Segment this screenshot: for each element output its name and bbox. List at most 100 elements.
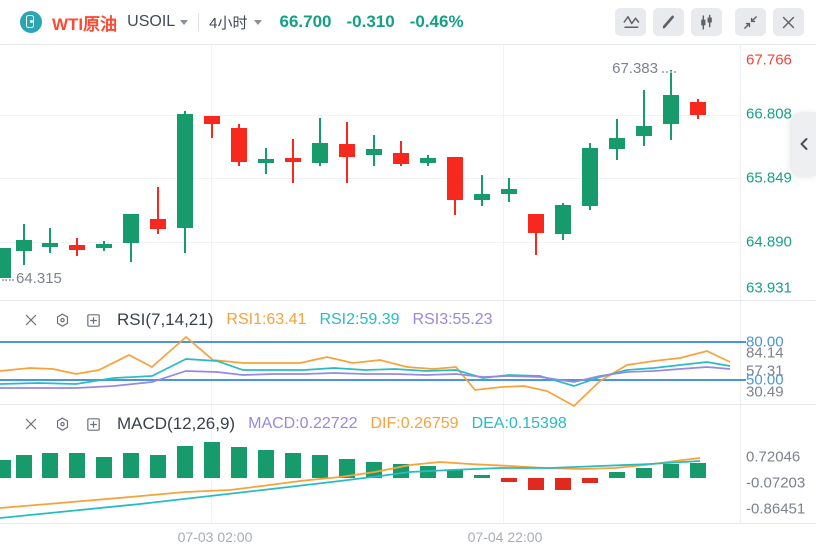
price-scale-label: 67.766 [746,51,792,69]
candle-body [366,149,382,155]
candle-body [339,144,355,157]
chevron-down-icon [253,20,262,29]
candle-wick [211,116,213,138]
dif-value: DIF:0.26759 [370,415,459,432]
settings-icon [56,312,68,327]
macd-bar [42,453,58,478]
macd-bar [501,478,517,482]
candle-body [609,138,625,149]
gridline [503,45,504,523]
candle-wick [481,175,483,206]
pane-separator[interactable] [0,404,816,405]
candle-body [258,159,274,163]
candle-body [123,214,139,243]
price-scale-collapse-tab[interactable] [792,112,816,176]
rsi-remove-button[interactable] [22,311,40,329]
rsi-threshold-line [0,341,746,343]
dea-value: DEA:0.15398 [471,415,567,432]
settings-icon [56,416,68,431]
toolbar-buttons [615,8,804,36]
candle-body [501,189,517,194]
gridline [0,115,740,116]
macd-bar [16,455,32,478]
macd-bar [123,453,139,478]
macd-bar [690,463,706,478]
indicator-icon [623,16,639,28]
rsi2-value: RSI2:59.39 [319,311,400,328]
close-icon [782,16,795,28]
rsi3-value: RSI3:55.23 [412,311,493,328]
candle-body [528,214,544,233]
indicator-button[interactable] [615,8,646,36]
rsi-title: RSI(7,14,21) [117,310,214,329]
candle-body [42,243,58,247]
candle-body [204,116,220,124]
macd-pane-header: MACD(12,26,9) MACD:0.22722 DIF:0.26759 D… [22,408,567,440]
candle-wick [49,228,51,253]
close-icon [25,418,37,430]
macd-bar [663,464,679,478]
macd-bar [231,447,247,478]
candle-body [150,219,166,229]
macd-add-button[interactable] [84,415,102,433]
chart-style-button[interactable] [691,8,722,36]
macd-bar [366,462,382,478]
symbol-selector[interactable]: USOIL [127,13,189,31]
rsi-settings-button[interactable] [53,311,71,329]
candle-body [16,240,32,251]
rsi-scale-label: 84.14 [746,344,784,362]
price-change: -0.310 [346,12,395,31]
candle-body [447,157,463,200]
rsi2-line [0,358,731,387]
app-logo-icon [20,11,42,33]
macd-bar [204,442,220,478]
macd-bar [69,453,85,478]
rsi-threshold-line [0,379,746,381]
macd-bar [339,459,355,478]
macd-bar [150,455,166,478]
macd-bar [609,472,625,478]
collapse-icon [744,15,757,29]
rsi-scale-label: 30.49 [746,383,784,401]
timeframe-selector[interactable]: 4小时 [209,12,262,33]
macd-bar [312,455,328,478]
price-scale-divider [740,45,741,523]
rsi-scale-label: 57.31 [746,362,784,380]
candle-body [285,158,301,162]
annotation-dots [662,71,676,73]
close-icon [25,314,37,326]
high-price-annotation: 67.383 [612,60,658,77]
candle-body [582,148,598,206]
axis-separator [0,523,816,524]
candle-wick [643,90,645,146]
low-price-annotation: 64.315 [16,270,62,287]
macd-value: MACD:0.22722 [248,415,358,432]
candle-wick [157,187,159,234]
quote: 66.700 -0.310 -0.46% [280,12,464,32]
rsi-add-button[interactable] [84,311,102,329]
macd-bar [636,468,652,478]
macd-bar [96,457,112,478]
candle-body [555,205,571,234]
pane-separator[interactable] [0,300,816,301]
candle-wick [535,214,537,255]
price-scale-label: 63.931 [746,279,792,297]
rsi1-value: RSI1:63.41 [226,311,307,328]
macd-remove-button[interactable] [22,415,40,433]
candle-body [231,128,247,162]
candle-body [0,248,11,278]
chevron-down-icon [180,20,189,29]
macd-settings-button[interactable] [53,415,71,433]
candle-body [96,244,112,248]
minimize-button[interactable] [735,8,766,36]
price-scale-label: 66.808 [746,105,792,123]
close-chart-button[interactable] [773,8,804,36]
add-icon [86,417,100,431]
symbol-name: WTI原油 [52,14,118,34]
rsi-pane-header: RSI(7,14,21) RSI1:63.41 RSI2:59.39 RSI3:… [22,304,493,336]
draw-button[interactable] [653,8,684,36]
rsi3-line [0,366,731,389]
candle-body [474,194,490,200]
macd-bar [393,464,409,478]
